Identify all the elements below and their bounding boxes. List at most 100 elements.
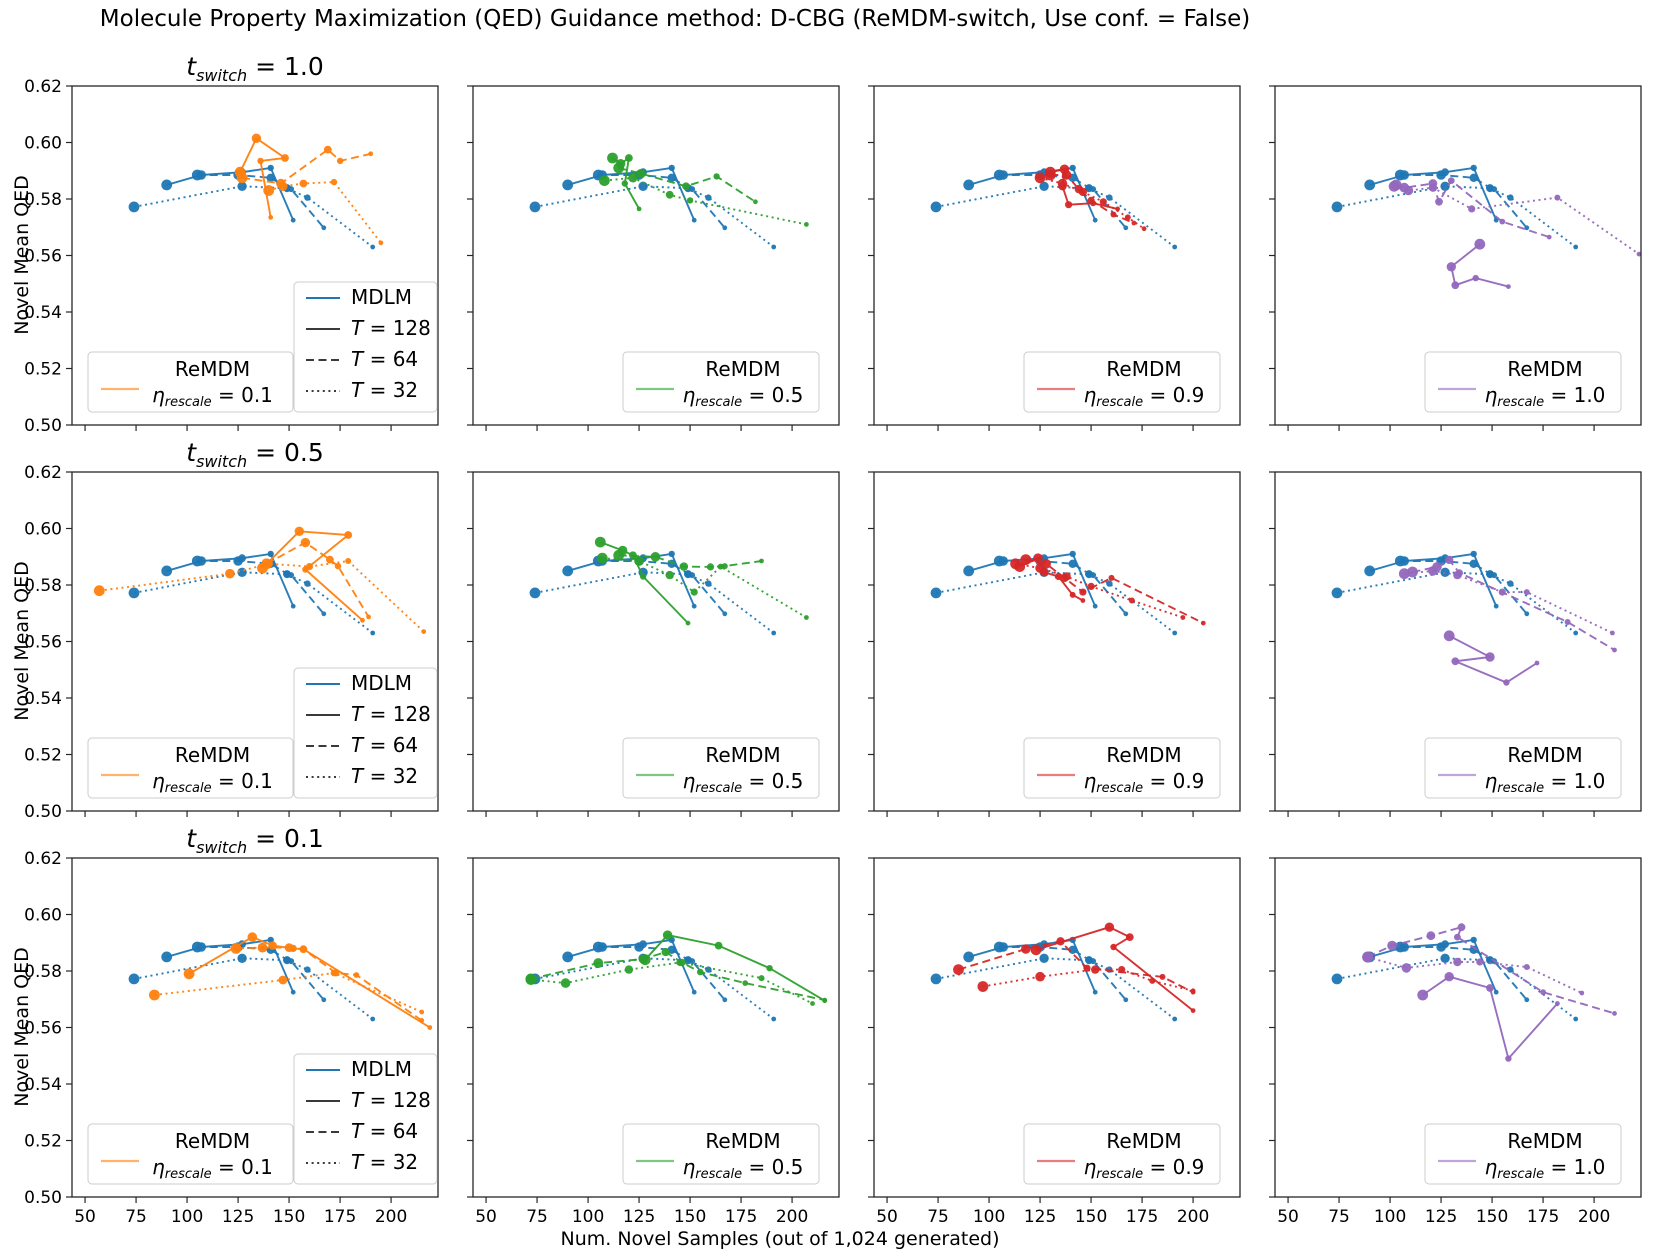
remdm-eta0.5-t64-point xyxy=(713,173,720,180)
mdlm-t32-point xyxy=(1106,580,1113,587)
remdm-eta0.9-t32-point xyxy=(1128,597,1135,604)
mdlm-t32-point xyxy=(128,973,140,985)
legend-remdm-eta: ηrescale = 0.9 xyxy=(1084,1155,1205,1182)
remdm-eta0.9-t128-markers xyxy=(1030,922,1196,1013)
remdm-eta1.0-t128-markers xyxy=(1417,972,1560,1062)
mdlm-t64-point xyxy=(1524,225,1530,231)
remdm-eta0.5-t32-point xyxy=(560,978,571,988)
legend-label: MDLM xyxy=(351,671,412,695)
mdlm-t32-point xyxy=(304,966,311,973)
remdm-eta0.5-t64-point xyxy=(650,552,661,562)
axes-frame xyxy=(71,471,439,812)
mdlm-t32-point xyxy=(529,201,541,213)
remdm-eta1.0-t64-markers xyxy=(1362,923,1617,1016)
mdlm-t32-point xyxy=(529,587,541,599)
remdm-eta0.9-t32-point xyxy=(1180,615,1186,620)
legend-label: T = 128 xyxy=(351,316,431,340)
remdm-eta0.5-t64-line xyxy=(618,554,762,568)
legend-remdm-title: ReMDM xyxy=(1106,743,1181,767)
remdm-eta1.0-t32-point xyxy=(1523,589,1530,596)
x-tick-label: 200 xyxy=(1177,1207,1209,1227)
mdlm-t32-line xyxy=(935,571,1176,634)
remdm-eta1.0-t128-point xyxy=(1446,262,1457,272)
x-axis-label: Num. Novel Samples (out of 1,024 generat… xyxy=(560,1228,1000,1250)
remdm-eta0.1-t32-markers xyxy=(263,178,384,246)
mdlm-t128-markers xyxy=(161,550,296,609)
series-group xyxy=(930,550,1206,636)
remdm-eta0.1-t128-point xyxy=(294,526,304,536)
remdm-eta1.0-t64-point xyxy=(1447,177,1455,185)
remdm-eta0.9-t32-point xyxy=(1141,226,1147,232)
remdm-eta0.1-t32-point xyxy=(149,989,160,1001)
x-tick-label: 175 xyxy=(1126,1207,1158,1227)
remdm-eta1.0-t64-point xyxy=(1445,555,1454,565)
y-tick-label: 0.52 xyxy=(24,746,62,766)
remdm-eta0.9-t128-point xyxy=(1190,1008,1196,1013)
remdm-eta0.5-t32-line xyxy=(530,961,813,1005)
axes-frame xyxy=(472,85,840,426)
remdm-eta0.9-t128-point xyxy=(1058,182,1067,191)
mdlm-t64-point xyxy=(1491,572,1498,579)
legend-remdm-title: ReMDM xyxy=(705,357,780,381)
mdlm-t128-point xyxy=(1493,603,1499,609)
x-tick-label: 125 xyxy=(222,1207,254,1227)
mdlm-t128-point xyxy=(1364,565,1376,577)
remdm-eta0.9-t64-point xyxy=(953,964,964,975)
mdlm-t32-line xyxy=(534,571,775,634)
remdm-eta0.9-t64-point xyxy=(1190,989,1196,995)
legend-label: T = 128 xyxy=(351,702,431,726)
mdlm-t64-point xyxy=(689,186,696,193)
legend-remdm-eta: ηrescale = 1.0 xyxy=(1485,769,1606,796)
x-tick-label: 200 xyxy=(1578,1207,1610,1227)
remdm-eta1.0-t64-point xyxy=(1428,179,1438,188)
mdlm-t64-point xyxy=(266,173,275,182)
mdlm-t128-point xyxy=(161,951,173,963)
remdm-eta1.0-t64-point xyxy=(1390,179,1402,191)
mdlm-t32-point xyxy=(1507,580,1514,587)
mdlm-t32-point xyxy=(930,587,942,599)
axes-frame xyxy=(873,85,1241,426)
remdm-eta0.5-t64-point xyxy=(525,973,537,985)
series-group xyxy=(930,922,1196,1022)
remdm-eta0.1-t32-line xyxy=(154,972,423,1013)
remdm-eta1.0-t64-point xyxy=(1362,951,1373,963)
mdlm-t32-line xyxy=(1336,185,1577,248)
y-tick-label: 0.50 xyxy=(24,1188,62,1208)
y-tick-label: 0.52 xyxy=(24,1132,62,1152)
mdlm-t128-point xyxy=(290,603,296,609)
remdm-eta0.5-t128-line xyxy=(644,934,826,1002)
remdm-eta0.1-t128-point xyxy=(360,617,365,623)
remdm-eta0.5-t64-markers xyxy=(613,549,764,571)
mdlm-t32-point xyxy=(1507,966,1514,973)
mdlm-t32-point xyxy=(930,201,942,213)
legend-remdm-title: ReMDM xyxy=(175,1129,250,1153)
mdlm-t128-point xyxy=(290,989,296,995)
remdm-eta0.5-t128-point xyxy=(629,551,637,560)
mdlm-t128-point xyxy=(1069,164,1076,172)
mdlm-t32-point xyxy=(771,630,777,636)
remdm-eta0.5-t128-point xyxy=(594,536,606,548)
remdm-eta1.0-t32-point xyxy=(1554,194,1561,201)
remdm-eta0.5-t128-markers xyxy=(607,152,642,212)
remdm-eta0.1-t128-markers xyxy=(234,133,289,220)
legend-remdm-eta: ηrescale = 0.5 xyxy=(683,1155,804,1182)
legend-label: T = 64 xyxy=(351,1119,418,1143)
y-tick-label: 0.62 xyxy=(24,463,62,483)
x-tick-label: 100 xyxy=(572,1207,604,1227)
y-tick-label: 0.60 xyxy=(24,520,62,540)
remdm-eta0.1-t64-point xyxy=(353,972,360,978)
mdlm-t64-point xyxy=(1491,186,1498,193)
subplot-title: tswitch = 0.1 xyxy=(186,824,324,857)
remdm-eta0.5-t64-point xyxy=(742,980,748,986)
remdm-eta0.1-t64-point xyxy=(276,178,286,189)
mdlm-t128-point xyxy=(1399,942,1410,952)
y-tick-label: 0.60 xyxy=(24,134,62,154)
remdm-eta0.1-t32-point xyxy=(345,558,352,564)
y-tick-label: 0.50 xyxy=(24,416,62,436)
remdm-eta0.5-t64-point xyxy=(661,948,670,957)
mdlm-t128-point xyxy=(998,942,1008,952)
